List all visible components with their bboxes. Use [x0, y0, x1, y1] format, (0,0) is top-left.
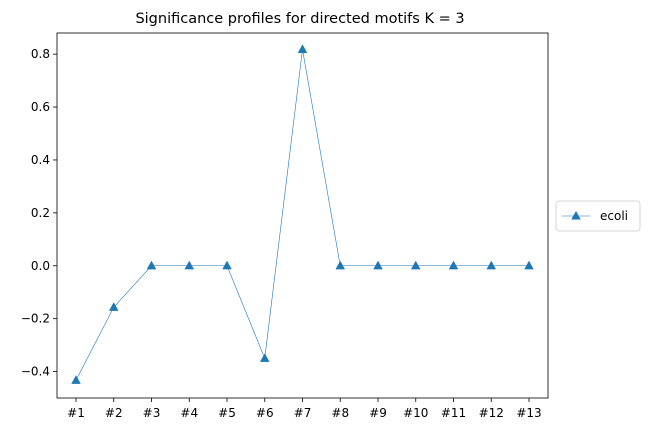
legend-label: ecoli [600, 209, 628, 223]
data-point [486, 260, 497, 270]
x-tick-label: #12 [479, 406, 504, 420]
y-tick-label: −0.2 [21, 312, 50, 326]
legend-box [555, 200, 641, 232]
data-point [297, 44, 308, 53]
x-tick-label: #7 [294, 406, 312, 420]
legend: ecoli [555, 200, 641, 232]
x-tick-label: #10 [403, 406, 428, 420]
x-tick-label: #1 [67, 406, 85, 420]
chart-title: Significance profiles for directed motif… [135, 11, 464, 27]
legend-marker [571, 210, 581, 220]
data-point [146, 260, 157, 270]
x-tick-label: #13 [516, 406, 541, 420]
data-point [222, 260, 232, 270]
x-tick-label: #4 [180, 406, 198, 420]
data-point [524, 260, 534, 270]
x-tick-label: #11 [441, 406, 466, 420]
x-tick-label: #2 [105, 406, 123, 420]
data-point [410, 260, 421, 270]
series-line-ecoli [75, 49, 529, 381]
x-tick-label: #3 [143, 406, 161, 420]
x-tick-label: #8 [331, 406, 349, 420]
x-tick-label: #9 [369, 406, 387, 420]
plot-area: #1 #2 #3 #4 #5 #6 #7 #8 #9 #10 #11 #12 #13 −0.4 −0.2 0.… [21, 32, 549, 420]
data-point [448, 260, 459, 270]
y-tick-label: 0.8 [31, 47, 50, 61]
data-point [71, 375, 81, 384]
plot-frame [56, 32, 549, 399]
data-point [373, 260, 383, 270]
y-tick-label: 0.4 [31, 153, 50, 167]
y-tick-label: 0.0 [31, 259, 50, 273]
data-point [184, 260, 195, 270]
x-tick-label: #5 [218, 406, 236, 420]
x-tick-label: #6 [256, 406, 274, 420]
data-point [335, 260, 346, 270]
data-point [108, 302, 119, 311]
y-tick-label: 0.6 [31, 100, 50, 114]
y-tick-label: 0.2 [31, 206, 50, 220]
y-tick-label: −0.4 [21, 365, 50, 379]
data-point [259, 353, 270, 362]
